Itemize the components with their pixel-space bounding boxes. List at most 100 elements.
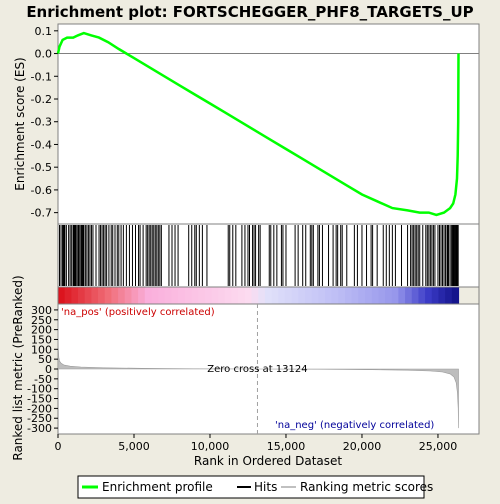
chart-legend: Enrichment profile Hits Ranking metric s… (77, 475, 433, 499)
legend-metric-label: Ranking metric scores (300, 480, 433, 494)
heatbar-segment (178, 287, 186, 304)
heatbar-segment (345, 287, 353, 304)
heatbar-segment (291, 287, 299, 304)
heatbar-segment (278, 287, 286, 304)
metric-panel: Zero cross at 13124 'na_pos' (positively… (11, 275, 480, 468)
heatbar-segment (378, 287, 386, 304)
es-y-tick-label: -0.2 (31, 93, 52, 106)
heatbar-segment (91, 287, 99, 304)
metric-y-axis: 300250200150100500-50-100-150-200-250-30… (27, 304, 58, 435)
x-tick-label: 20,000 (343, 440, 382, 453)
heatbar-segment (338, 287, 346, 304)
heatbar-segment (184, 287, 193, 304)
ranking-metric-area (57, 309, 459, 429)
heatbar-segment (58, 287, 66, 304)
enrichment-profile-line (56, 31, 460, 217)
heatbar-segment (104, 287, 112, 304)
heatbar-segment (385, 287, 393, 304)
legend-enrichment-label: Enrichment profile (102, 480, 213, 494)
es-panel: 0.1 0.0 -0.1 -0.2 -0.3 -0.4 -0.5 -0.6 -0.7 Enric… (13, 23, 480, 225)
es-y-tick-label: 0.0 (35, 48, 53, 61)
metric-y-tick-label: -50 (34, 373, 52, 386)
heatbar-segment (64, 287, 72, 304)
x-axis: 0 5,000 10,000 15,000 20,000 25,000 (55, 434, 458, 453)
heatbar-segment (118, 287, 126, 304)
heatbar-segment (451, 287, 460, 304)
metric-y-tick-label: 0 (45, 363, 52, 376)
positive-correlation-label: 'na_pos' (positively correlated) (61, 307, 215, 318)
heatbar-segment (445, 287, 453, 304)
heatbar-segment (324, 287, 333, 304)
es-y-tick-label: 0.1 (35, 25, 53, 38)
heatbar-segment (78, 287, 86, 304)
metric-y-tick-label: 300 (31, 304, 52, 317)
es-y-tick-label: -0.1 (31, 70, 52, 83)
heatbar-segment (71, 287, 79, 304)
es-plot-area (57, 23, 480, 225)
es-y-tick-label: -0.7 (31, 207, 52, 220)
heatbar-segment (191, 287, 199, 304)
hits-panel (57, 223, 480, 305)
es-y-axis-label: Enrichment score (ES) (13, 57, 27, 190)
heatbar-segment (418, 287, 426, 304)
heatbar-segment (151, 287, 159, 304)
heatbar-segment (131, 287, 139, 304)
heatbar-segment (425, 287, 433, 304)
heatbar-segment (365, 287, 373, 304)
heatbar-segment (405, 287, 413, 304)
heatbar-segment (231, 287, 239, 304)
es-y-tick-label: -0.4 (31, 138, 52, 151)
heatbar-segment (224, 287, 233, 304)
metric-y-tick-label: -250 (27, 412, 52, 425)
heatbar-segment (211, 287, 219, 304)
negative-correlation-label: 'na_neg' (negatively correlated) (275, 420, 434, 431)
heatbar-segment (318, 287, 326, 304)
heatbar-segment (158, 287, 166, 304)
heatbar-segment (218, 287, 226, 304)
x-tick-label: 10,000 (191, 440, 230, 453)
es-y-axis: 0.1 0.0 -0.1 -0.2 -0.3 -0.4 -0.5 -0.6 -0.7 (31, 25, 58, 220)
metric-y-tick-label: 150 (31, 333, 52, 346)
metric-y-tick-label: 250 (31, 314, 52, 327)
heatbar-segment (351, 287, 359, 304)
heatbar-segment (331, 287, 339, 304)
es-y-tick-label: -0.3 (31, 116, 52, 129)
heatbar-segment (298, 287, 306, 304)
metric-y-tick-label: 200 (31, 324, 52, 337)
heatbar-segment (238, 287, 246, 304)
hits-plot-area (57, 223, 480, 288)
heatbar-segment (284, 287, 293, 304)
zero-cross-label: Zero cross at 13124 (207, 364, 307, 375)
metric-y-tick-label: -200 (27, 402, 52, 415)
chart-title: Enrichment plot: FORTSCHEGGER_PHF8_TARGE… (26, 3, 473, 21)
heatbar-segment (431, 287, 440, 304)
heatbar-segment (311, 287, 319, 304)
metric-y-tick-label: -150 (27, 393, 52, 406)
heatbar-segment (198, 287, 206, 304)
metric-y-tick-label: -100 (27, 383, 52, 396)
heatbar-segment (244, 287, 253, 304)
x-tick-label: 25,000 (419, 440, 458, 453)
x-axis-label: Rank in Ordered Dataset (194, 454, 342, 468)
legend-hits-label: Hits (254, 480, 277, 494)
es-y-tick-label: -0.6 (31, 184, 52, 197)
x-tick-label: 5,000 (118, 440, 150, 453)
x-tick-label: 0 (55, 440, 62, 453)
hits-lines (59, 225, 459, 286)
x-tick-label: 15,000 (267, 440, 306, 453)
heatbar-segment (398, 287, 406, 304)
heatbar-segment (358, 287, 366, 304)
heatbar-segment (124, 287, 133, 304)
heatbar-segment (204, 287, 213, 304)
heatbar-segment (111, 287, 119, 304)
heatbar-segment (251, 287, 259, 304)
heatbar-segment (164, 287, 173, 304)
heatbar-segment (371, 287, 379, 304)
heatbar-segment (98, 287, 106, 304)
es-y-tick-label: -0.5 (31, 161, 52, 174)
heatbar-segment (258, 287, 266, 304)
metric-y-tick-label: 50 (38, 353, 52, 366)
heatbar-segment (304, 287, 313, 304)
heatbar-segment (264, 287, 273, 304)
